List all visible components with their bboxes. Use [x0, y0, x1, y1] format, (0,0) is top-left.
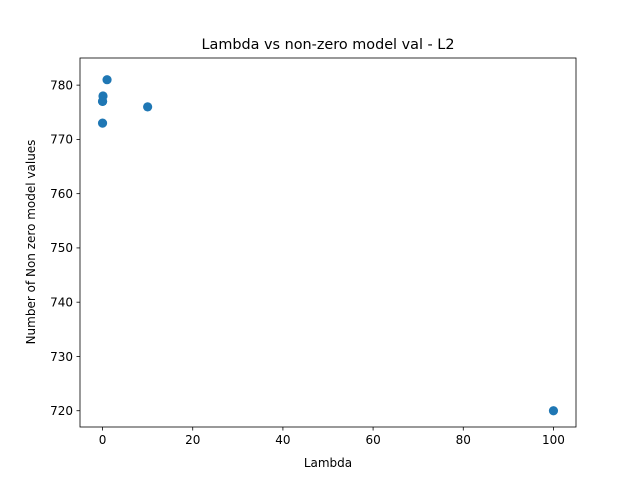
x-axis-label: Lambda — [304, 456, 352, 470]
y-tick-label: 750 — [50, 241, 73, 255]
data-point — [143, 102, 153, 112]
plot-area: 0 20 40 60 80 100 720 730 740 750 760 770 780 — [50, 57, 577, 447]
y-axis-label: Number of Non zero model values — [24, 140, 38, 345]
y-tick-label: 740 — [50, 295, 73, 309]
y-tick-label: 770 — [50, 133, 73, 147]
data-point — [548, 406, 559, 416]
x-tick-label: 0 — [99, 433, 107, 447]
x-tick-label: 20 — [185, 433, 200, 447]
chart-title: Lambda vs non-zero model val - L2 — [202, 37, 455, 53]
y-tick-label: 760 — [50, 187, 73, 201]
x-tick-label: 80 — [456, 433, 471, 447]
x-tick-label: 60 — [365, 433, 380, 447]
x-tick-label: 100 — [542, 433, 565, 447]
y-tick-label: 720 — [50, 404, 73, 418]
y-tick-label: 730 — [50, 350, 73, 364]
data-point — [97, 118, 108, 128]
axes-frame — [79, 57, 577, 428]
x-tick-label: 40 — [275, 433, 290, 447]
data-point — [102, 75, 112, 85]
data-point — [98, 91, 108, 101]
y-tick-label: 780 — [50, 78, 73, 92]
